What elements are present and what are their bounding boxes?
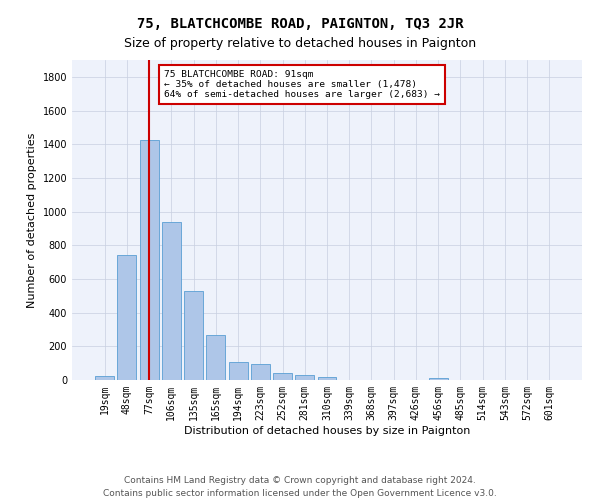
X-axis label: Distribution of detached houses by size in Paignton: Distribution of detached houses by size … xyxy=(184,426,470,436)
Bar xyxy=(229,362,248,380)
Bar xyxy=(118,254,136,380)
Bar xyxy=(273,374,292,380)
Bar xyxy=(295,376,314,380)
Text: 75 BLATCHCOMBE ROAD: 91sqm
← 35% of detached houses are smaller (1,478)
64% of s: 75 BLATCHCOMBE ROAD: 91sqm ← 35% of deta… xyxy=(164,70,440,100)
Bar xyxy=(251,364,270,380)
Bar xyxy=(162,222,181,380)
Bar xyxy=(140,140,158,380)
Bar xyxy=(206,336,225,380)
Bar xyxy=(429,378,448,380)
Y-axis label: Number of detached properties: Number of detached properties xyxy=(27,132,37,308)
Bar xyxy=(317,378,337,380)
Bar xyxy=(184,290,203,380)
Bar xyxy=(95,376,114,380)
Text: Contains HM Land Registry data © Crown copyright and database right 2024.
Contai: Contains HM Land Registry data © Crown c… xyxy=(103,476,497,498)
Text: 75, BLATCHCOMBE ROAD, PAIGNTON, TQ3 2JR: 75, BLATCHCOMBE ROAD, PAIGNTON, TQ3 2JR xyxy=(137,18,463,32)
Text: Size of property relative to detached houses in Paignton: Size of property relative to detached ho… xyxy=(124,38,476,51)
